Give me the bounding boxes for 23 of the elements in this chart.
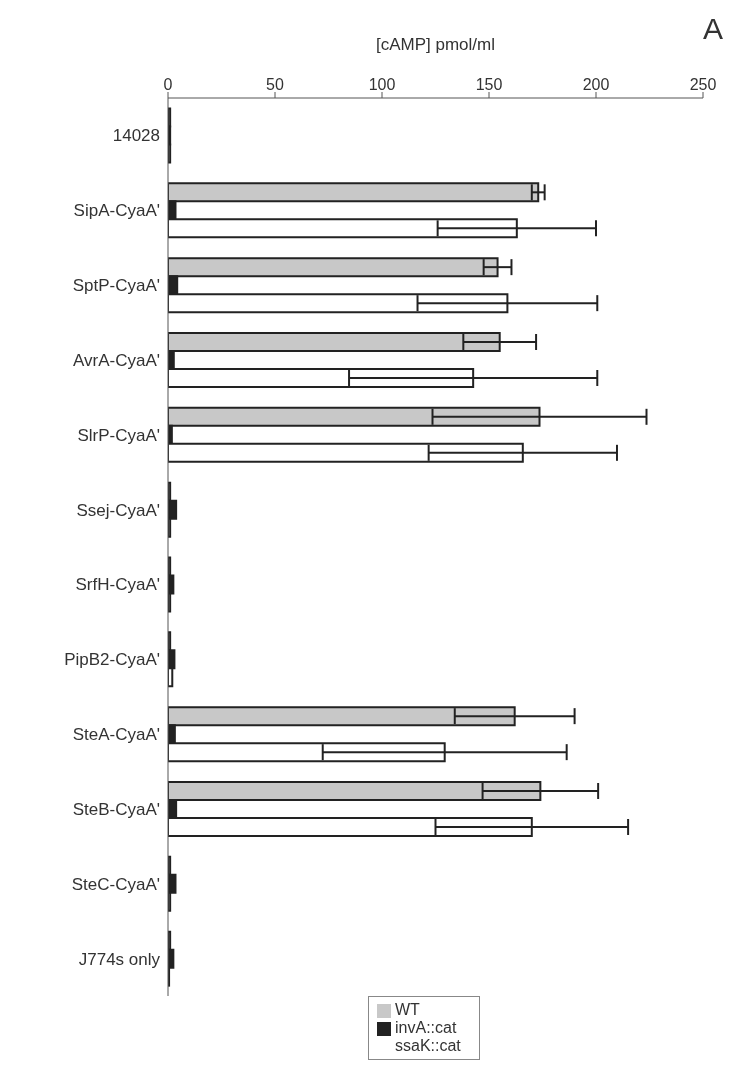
legend-label: WT: [395, 1001, 420, 1018]
y-tick-label: SteA-CyaA': [72, 725, 160, 745]
y-tick-label: PipB2-CyaA': [64, 650, 160, 670]
y-tick-label: Ssej-CyaA': [76, 500, 160, 520]
y-tick-label: SipA-CyaA': [73, 201, 160, 221]
text: A: [702, 12, 723, 46]
y-tick-label: SteC-CyaA': [71, 874, 160, 894]
y-tick-label: SrfH-CyaA': [75, 575, 160, 595]
x-tick-label: 250: [689, 76, 717, 93]
y-tick-label: AvrA-CyaA': [72, 350, 160, 370]
x-tick-label: 100: [368, 76, 396, 93]
y-tick-label: SlrP-CyaA': [77, 425, 160, 445]
legend-label: invA::cat: [395, 1019, 457, 1036]
x-tick-label: 200: [582, 76, 610, 93]
y-tick-label: SteB-CyaA': [72, 799, 160, 819]
y-tick-label: 14028: [112, 126, 160, 146]
x-axis-title: [cAMP] pmol/ml: [375, 35, 496, 55]
x-tick-label: 0: [163, 76, 173, 93]
x-tick-label: 50: [266, 76, 284, 93]
y-tick-label: J774s only: [78, 949, 161, 969]
x-tick-label: 150: [475, 76, 503, 93]
text: ssaK::cat: [395, 1037, 461, 1054]
y-tick-label: SptP-CyaA': [72, 276, 160, 296]
